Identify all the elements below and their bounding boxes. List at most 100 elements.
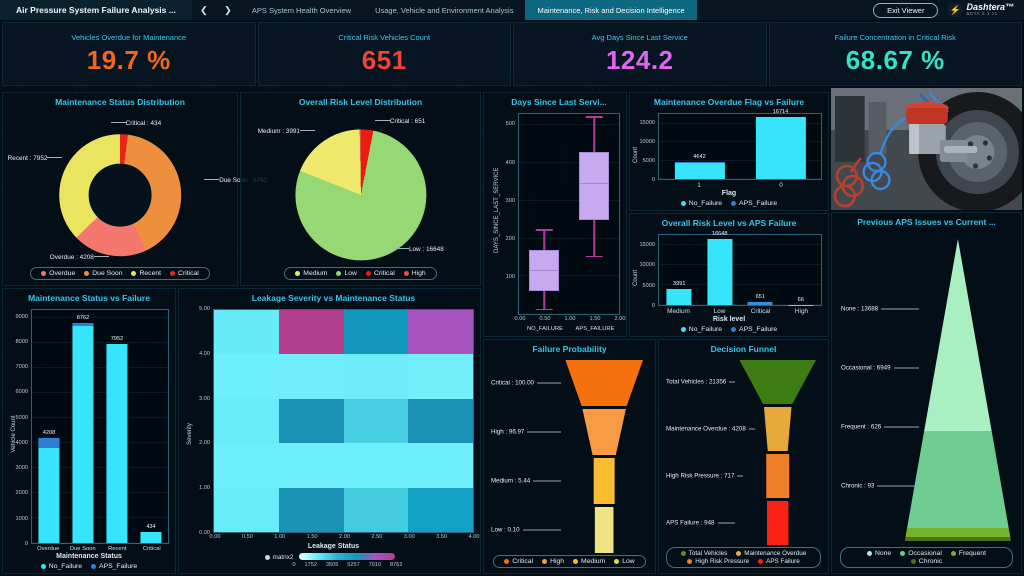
legend-item-overdue[interactable]: Overdue: [41, 270, 75, 277]
legend-item-frequent[interactable]: Frequent: [950, 550, 986, 557]
bar-critical[interactable]: 434: [140, 524, 162, 543]
days-since-service-boxplot[interactable]: 100 200 300 400 500: [496, 113, 620, 315]
box-aps-failure[interactable]: [579, 151, 609, 220]
heatmap-cell-r2-c3[interactable]: [408, 398, 473, 444]
decision-funnel[interactable]: Total Vehicles : 21356 Maintenance Overdu…: [663, 360, 824, 545]
plot-area[interactable]: 3991 16648 651 66: [658, 231, 822, 306]
heatmap-cell-r4-c0[interactable]: [214, 310, 279, 355]
legend-item-critical[interactable]: Critical: [170, 270, 199, 277]
legend-item-aps-failure[interactable]: APS_Failure: [731, 326, 777, 333]
legend-item-low[interactable]: Low: [614, 558, 635, 565]
tab-aps-system-health-overview[interactable]: APS System Health Overview: [251, 5, 352, 15]
plot-area[interactable]: 4642 16714: [658, 109, 822, 180]
heatmap-cell-r3-c0[interactable]: [214, 354, 279, 399]
legend-item-recent[interactable]: Recent: [131, 270, 161, 277]
funnel-shape[interactable]: [735, 360, 824, 545]
maintenance-status-bar-chart[interactable]: 0 1000 2000 3000 4000 5000 6000 7000 8000 9000 420…: [7, 309, 169, 547]
heatmap-cell-r0-c0[interactable]: [214, 487, 279, 532]
heatmap-cell-r3-c2[interactable]: [343, 354, 409, 399]
legend-item-medium[interactable]: Medium: [295, 270, 327, 277]
legend-item-no-failure[interactable]: No_Failure: [40, 563, 82, 570]
plot-area[interactable]: [213, 309, 474, 533]
legend-item-medium[interactable]: Medium: [573, 558, 605, 565]
heatmap-cell-r2-c2[interactable]: [343, 398, 409, 444]
legend-item-high[interactable]: High: [403, 270, 426, 277]
exit-viewer-button[interactable]: Exit Viewer: [873, 2, 939, 18]
legend-item-total-vehicles[interactable]: Total Vehicles: [680, 550, 727, 557]
heatmap-cell-r4-c3[interactable]: [408, 310, 473, 355]
heatmap-cell-r0-c2[interactable]: [343, 487, 409, 532]
legend-item-critical[interactable]: Critical: [365, 270, 395, 277]
chevron-left-icon[interactable]: ❮: [200, 4, 208, 15]
funnel-stage-maintenance-overdue[interactable]: [763, 406, 792, 452]
bar-recent[interactable]: 7952: [106, 336, 128, 543]
legend-item-no-failure[interactable]: No_Failure: [680, 326, 722, 333]
legend-item-low[interactable]: Low: [336, 270, 357, 277]
kpi-card-critical-risk-vehicles-count[interactable]: Critical Risk Vehicles Count 651: [257, 22, 511, 86]
bar-1[interactable]: 4642: [674, 154, 725, 179]
pyramid-stage-chronic[interactable]: [904, 537, 1011, 541]
legend-item-aps-failure[interactable]: APS Failure: [758, 558, 800, 565]
overdue-flag-bar-chart[interactable]: 0 5000 10000 15000 4642 16714: [634, 109, 822, 183]
pyramid-shape[interactable]: [904, 239, 1011, 541]
heatmap-cell-r4-c2[interactable]: [343, 310, 409, 355]
legend-item-high-risk-pressure[interactable]: High Risk Pressure: [687, 558, 749, 565]
funnel-stage-total-vehicles[interactable]: [739, 360, 816, 405]
legend-item-aps-failure[interactable]: APS_Failure: [91, 563, 137, 570]
heatmap-cell-r3-c3[interactable]: [408, 354, 473, 399]
plot-area[interactable]: 4208 8762 7952 434: [31, 309, 169, 544]
leakage-severity-heatmap[interactable]: 0.00 1.00 2.00 3.00 4.00 5.00: [191, 306, 474, 536]
legend-item-no-failure[interactable]: No_Failure: [680, 200, 722, 207]
bar-overdue[interactable]: 4208: [38, 430, 60, 543]
legend-item-critical[interactable]: Critical: [504, 558, 533, 565]
heatmap-cell-r0-c3[interactable]: [408, 487, 473, 532]
tab-maintenance-risk-and-decision-intelligence[interactable]: Maintenance, Risk and Decision Intellige…: [525, 0, 697, 20]
bar-medium[interactable]: 3991: [666, 281, 692, 305]
legend-item-aps-failure[interactable]: APS_Failure: [731, 200, 777, 207]
box-no-failure[interactable]: [529, 249, 559, 292]
funnel-stage-high[interactable]: [582, 408, 626, 456]
bar-critical[interactable]: 651: [747, 294, 773, 305]
heatmap-cell-r1-c3[interactable]: [408, 443, 473, 488]
heatmap-cell-r4-c1[interactable]: [278, 310, 344, 355]
heatmap-cell-r2-c0[interactable]: [214, 398, 279, 444]
bar-due-soon[interactable]: 8762: [72, 315, 94, 543]
plot-area[interactable]: [518, 113, 620, 315]
funnel-stage-aps-failure[interactable]: [766, 500, 789, 545]
failure-probability-funnel[interactable]: Critical : 100.00 High : 96.97 Medium : 5.…: [488, 360, 651, 553]
x-tick-label: 2.00: [614, 316, 626, 322]
kpi-card-vehicles-overdue-for-maintenance[interactable]: Vehicles Overdue for Maintenance 19.7 %: [2, 22, 256, 86]
risk-level-pie[interactable]: Critical : 651 Medium : 3991 Low : 16648: [241, 107, 480, 267]
donut-chart[interactable]: [59, 134, 181, 256]
kpi-card-avg-days-since-last-service[interactable]: Avg Days Since Last Service 124.2: [513, 22, 767, 86]
heatmap-cell-r3-c1[interactable]: [278, 354, 344, 399]
aps-issues-pyramid[interactable]: None : 13688 Occasional : 6949 Frequent : …: [838, 235, 1015, 545]
legend-item-chronic[interactable]: Chronic: [910, 558, 942, 565]
pie-chart[interactable]: [294, 129, 427, 261]
funnel-stage-medium[interactable]: [593, 457, 615, 505]
risk-level-bar-chart[interactable]: 0 5000 10000 15000 3991 16648 651 66: [634, 231, 822, 309]
kpi-card-failure-concentration-in-critical-risk[interactable]: Failure Concentration in Critical Risk 68…: [768, 22, 1022, 86]
legend-item-occasional[interactable]: Occasional: [900, 550, 942, 557]
pyramid-stage-frequent[interactable]: [904, 528, 1011, 538]
heatmap-cell-r2-c1[interactable]: [278, 398, 344, 444]
bar-low[interactable]: 16648: [707, 231, 733, 305]
funnel-shape[interactable]: [561, 360, 651, 553]
funnel-stage-critical[interactable]: [565, 360, 643, 407]
legend-item-maintenance-overdue[interactable]: Maintenance Overdue: [736, 550, 806, 557]
funnel-stage-low[interactable]: [594, 506, 614, 553]
heatmap-cell-r1-c2[interactable]: [343, 443, 409, 488]
pyramid-stage-occasional[interactable]: [904, 430, 1011, 529]
heatmap-cell-r1-c1[interactable]: [278, 443, 344, 488]
heatmap-cell-r0-c1[interactable]: [278, 487, 344, 532]
pyramid-stage-none[interactable]: [904, 239, 1011, 431]
funnel-stage-high-risk-pressure[interactable]: [766, 453, 790, 499]
legend-item-due-soon[interactable]: Due Soon: [84, 270, 122, 277]
legend-item-none[interactable]: None: [866, 550, 891, 557]
chevron-right-icon[interactable]: ❯: [224, 4, 232, 15]
tab-usage-vehicle-and-environment-analysis[interactable]: Usage, Vehicle and Environment Analysis: [375, 5, 514, 15]
legend-item-high[interactable]: High: [542, 558, 564, 565]
bar-0[interactable]: 16714: [755, 109, 806, 179]
heatmap-cell-r1-c0[interactable]: [214, 443, 279, 488]
